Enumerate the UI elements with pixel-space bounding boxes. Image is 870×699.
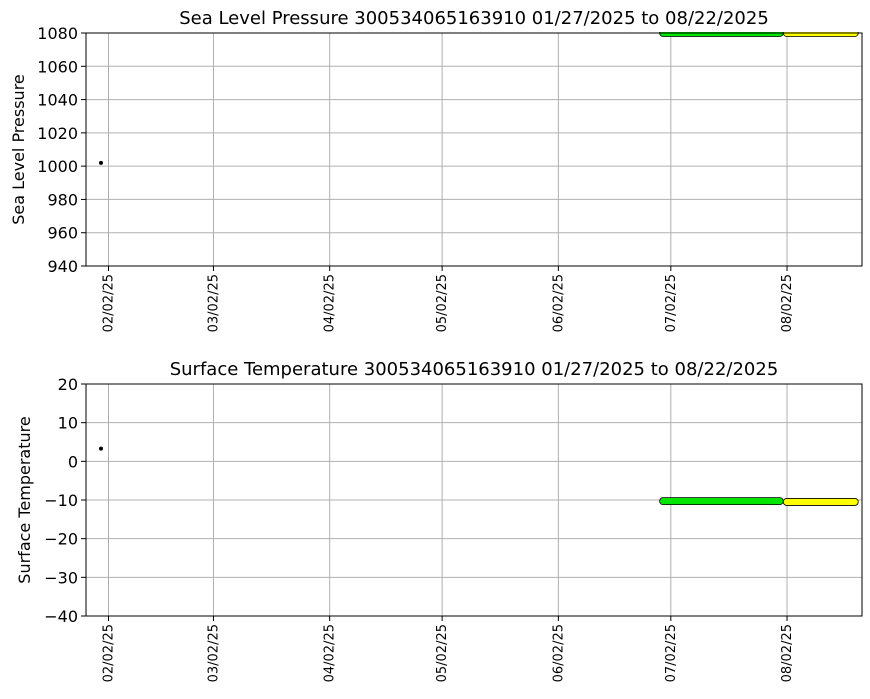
y-tick-label: 20 bbox=[58, 375, 78, 394]
x-tick-label: 06/02/25 bbox=[551, 274, 566, 332]
x-tick-label: 08/02/25 bbox=[780, 624, 795, 682]
data-series-group bbox=[98, 446, 859, 506]
chart-title: Sea Level Pressure 300534065163910 01/27… bbox=[179, 8, 769, 29]
y-tick-label: 10 bbox=[58, 414, 78, 433]
x-tick-label: 03/02/25 bbox=[206, 274, 221, 332]
x-tick-label: 02/02/25 bbox=[101, 624, 116, 682]
y-tick-label: 980 bbox=[47, 190, 78, 209]
y-tick-label: −10 bbox=[44, 491, 78, 510]
data-series-group bbox=[98, 32, 859, 165]
x-tick-label: 05/02/25 bbox=[435, 274, 450, 332]
x-tick-label: 05/02/25 bbox=[435, 624, 450, 682]
x-tick-label: 07/02/25 bbox=[664, 274, 679, 332]
axes-frame bbox=[85, 32, 863, 267]
x-tick-label: 04/02/25 bbox=[323, 274, 338, 332]
y-tick-label: −40 bbox=[44, 607, 78, 626]
y-tick-label: 1000 bbox=[37, 157, 78, 176]
y-tick-label: 1020 bbox=[37, 124, 78, 143]
data-point bbox=[98, 160, 103, 165]
chart-title: Surface Temperature 300534065163910 01/2… bbox=[170, 359, 779, 380]
x-tick-label: 02/02/25 bbox=[101, 274, 116, 332]
x-tick-label: 03/02/25 bbox=[206, 624, 221, 682]
x-tick-label: 08/02/25 bbox=[780, 274, 795, 332]
axes-frame bbox=[85, 383, 863, 617]
y-axis-label: Surface Temperature bbox=[15, 416, 34, 583]
y-tick-label: 940 bbox=[47, 257, 78, 276]
data-point-cluster bbox=[659, 497, 784, 506]
y-tick-label: 1040 bbox=[37, 91, 78, 110]
y-tick-label: 960 bbox=[47, 224, 78, 243]
y-tick-label: 1060 bbox=[37, 57, 78, 76]
x-tick-label: 07/02/25 bbox=[664, 624, 679, 682]
data-point bbox=[98, 446, 103, 451]
x-tick-label: 04/02/25 bbox=[323, 624, 338, 682]
x-tick-label: 06/02/25 bbox=[551, 624, 566, 682]
data-point-cluster bbox=[782, 498, 859, 506]
y-tick-label: 1080 bbox=[37, 24, 78, 43]
chart-panel-0: 940 960 980 1000 1020 1040 1060 1080 02/02/25 03/… bbox=[9, 8, 863, 332]
y-tick-label: −30 bbox=[44, 568, 78, 587]
chart-panel-1: −40 −30 −20 −10 0 10 20 02/02/25 03/02/25 04/02/2… bbox=[15, 359, 863, 682]
y-tick-label: −20 bbox=[44, 530, 78, 549]
y-tick-label: 0 bbox=[68, 452, 78, 471]
y-axis-label: Sea Level Pressure bbox=[9, 74, 28, 225]
